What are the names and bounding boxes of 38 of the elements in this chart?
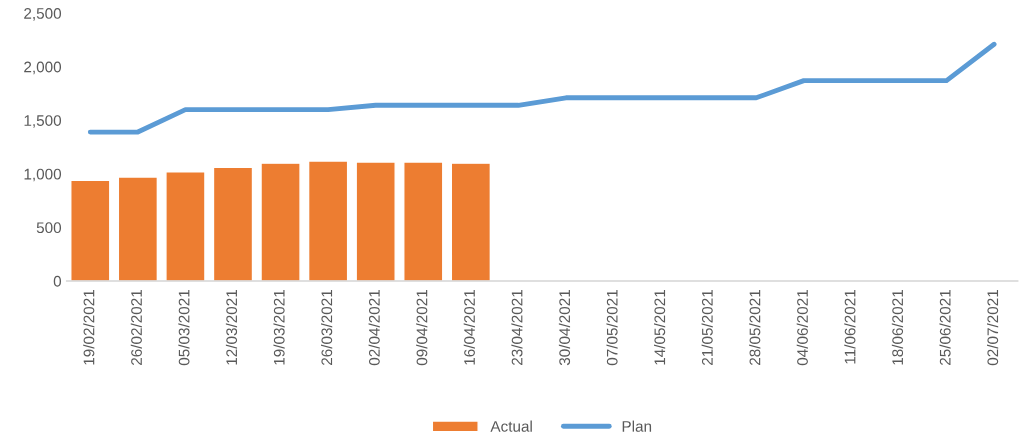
x-tick-label: 30/04/2021 [558,290,571,366]
x-tick-label: 23/04/2021 [511,290,523,365]
x-tick-label: 02/07/2021 [986,290,999,366]
x-tick-label: 26/03/2021 [321,290,333,365]
x-tick-label: 19/03/2021 [273,290,285,365]
x-tick-label: 19/02/2021 [83,290,95,365]
x-tick-label: 11/06/2021 [844,290,856,364]
x-tick-label: 25/06/2021 [939,290,951,365]
line-series [87,41,997,135]
y-tick-label: 1,000 [24,168,62,182]
x-tick-label: 16/04/2021 [463,290,475,365]
x-tick-label: 21/05/2021 [701,290,713,365]
x-tick-label: 07/05/2021 [606,290,618,366]
legend-label: Actual [490,420,532,432]
bar [355,161,396,281]
y-tick-label: 2,000 [24,61,62,75]
x-tick-label: 05/03/2021 [178,290,190,366]
bar [70,179,111,281]
bar [450,162,492,281]
x-tick-label: 26/02/2021 [130,290,142,365]
bar [307,160,349,281]
x-tick-label: 18/06/2021 [891,290,904,365]
x-tick-label: 28/05/2021 [749,290,761,365]
x-tick-label: 12/03/2021 [225,290,238,365]
bar [117,176,159,281]
bar [403,161,444,281]
y-tick-label: 0 [53,275,62,287]
bar [212,166,254,281]
y-tick-label: 1,500 [24,115,62,128]
x-tick-label: 02/04/2021 [368,290,380,366]
bar [165,171,206,281]
y-tick-label: 2,500 [24,8,62,21]
x-tick-label: 04/06/2021 [796,290,808,366]
legend-label: Plan [622,420,652,432]
y-tick-label: 500 [36,222,62,234]
x-tick-label: 14/05/2021 [653,290,666,365]
x-tick-label: 09/04/2021 [416,290,428,366]
bar [260,162,301,281]
